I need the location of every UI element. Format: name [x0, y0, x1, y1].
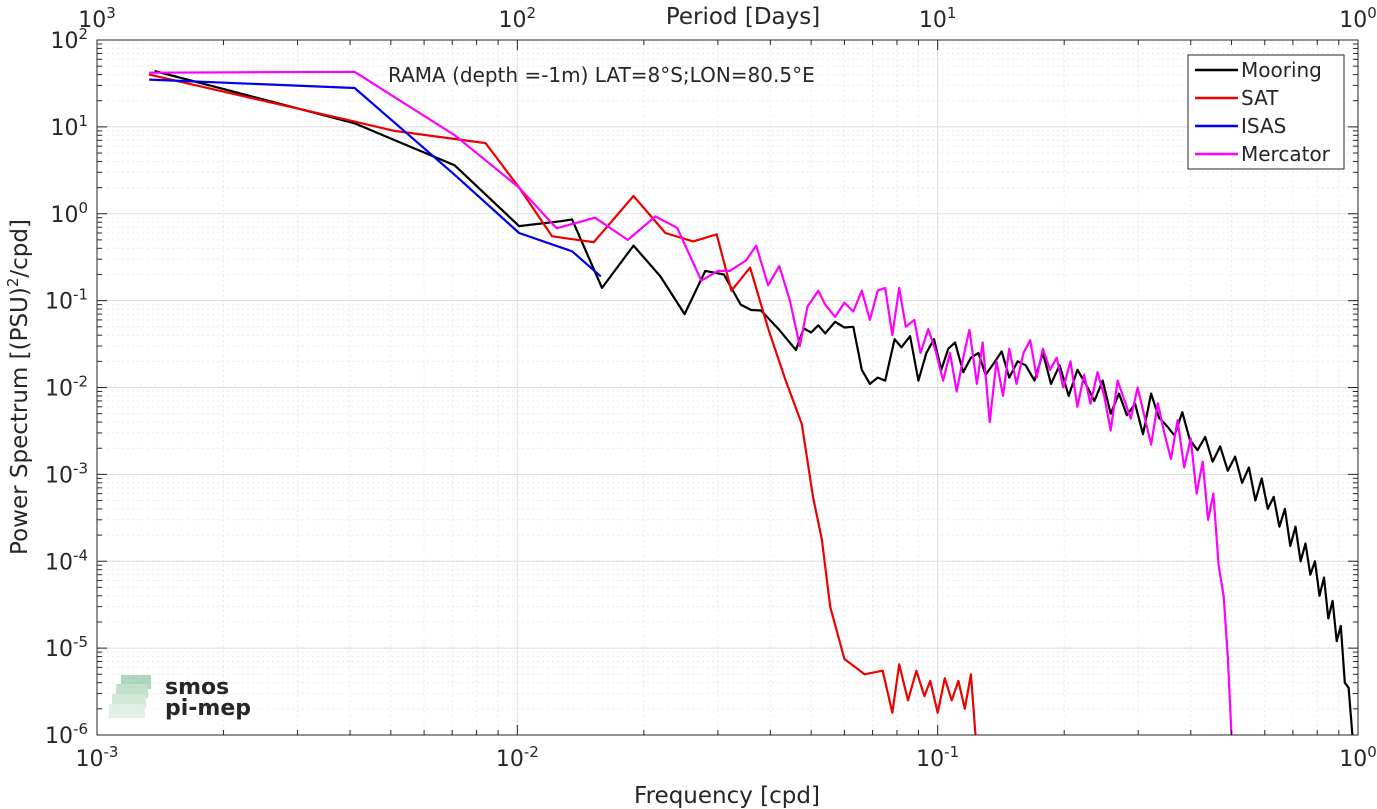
- tick-label-y: 10-3: [45, 459, 88, 488]
- tick-label-x2-exp: 1: [947, 4, 957, 22]
- tick-label-y-base: 10: [50, 116, 78, 141]
- tick-label-x-exp: -3: [104, 743, 119, 761]
- tick-label-x: 100: [1339, 743, 1377, 772]
- tick-label-x-base: 10: [76, 747, 104, 772]
- tick-label-x2-exp: 0: [1367, 4, 1377, 22]
- legend-label-mooring: Mooring: [1241, 58, 1322, 82]
- tick-label-x2: 102: [499, 4, 537, 33]
- tick-label-y-base: 10: [45, 550, 73, 575]
- series-line-sat: [148, 73, 977, 736]
- tick-label-y-base: 10: [45, 377, 73, 402]
- watermark-text-2: pi-mep: [165, 696, 251, 721]
- tick-label-x2: 100: [1339, 4, 1377, 33]
- watermark-icon: [109, 675, 151, 718]
- watermark-logo: smos pi-mep: [109, 675, 251, 721]
- grid: [96, 39, 1359, 736]
- tick-label-y-exp: -1: [73, 286, 88, 304]
- tick-label-y: 10-5: [45, 633, 88, 662]
- tick-label-y: 10-2: [45, 373, 88, 402]
- tick-label-y-exp: 0: [78, 199, 88, 217]
- tick-label-x-base: 10: [496, 747, 524, 772]
- tick-label-y: 100: [50, 199, 88, 228]
- tick-label-x2-base: 10: [499, 8, 527, 33]
- tick-label-x2-base: 10: [1339, 8, 1367, 33]
- tick-label-x2: 103: [78, 4, 116, 33]
- series-lines: [148, 69, 1354, 736]
- tick-label-y-exp: -5: [73, 633, 88, 651]
- tick-label-y: 10-4: [45, 546, 88, 575]
- tick-label-y: 10-1: [45, 286, 88, 315]
- series-line-mercator: [149, 70, 1233, 736]
- tick-label-x2-exp: 2: [527, 4, 537, 22]
- tick-label-x2-base: 10: [919, 8, 947, 33]
- tick-label-x: 10-2: [496, 743, 539, 772]
- tick-label-y-base: 10: [50, 29, 78, 54]
- tick-label-y-base: 10: [45, 637, 73, 662]
- tick-label-y-exp: 2: [78, 25, 88, 43]
- tick-label-y-exp: -6: [73, 720, 88, 738]
- tick-label-y: 10-6: [45, 720, 88, 749]
- legend-label-sat: SAT: [1241, 86, 1279, 110]
- tick-label-y-exp: -4: [73, 546, 88, 564]
- x2-axis-label: Period [Days]: [666, 4, 820, 30]
- y-axis-label-tail: /cpd]: [7, 219, 33, 278]
- tick-label-x: 10-3: [76, 743, 119, 772]
- y-axis-label: Power Spectrum [(PSU)2/cpd]: [4, 219, 33, 555]
- tick-label-x-base: 10: [1339, 747, 1367, 772]
- tick-label-x2-base: 10: [78, 8, 106, 33]
- legend-label-mercator: Mercator: [1241, 142, 1331, 166]
- tick-label-x-exp: -1: [944, 743, 959, 761]
- tick-label-y: 101: [50, 112, 88, 141]
- watermark-text-1: smos: [165, 675, 229, 700]
- legend-label-isas: ISAS: [1241, 114, 1286, 138]
- tick-label-y: 102: [50, 25, 88, 54]
- series-line-isas: [149, 78, 602, 278]
- y-axis-label-sup: 2: [4, 278, 22, 288]
- tick-label-x-base: 10: [916, 747, 944, 772]
- tick-label-x-exp: -2: [524, 743, 539, 761]
- tick-label-x: 10-1: [916, 743, 959, 772]
- x-axis-label: Frequency [cpd]: [634, 783, 820, 809]
- tick-label-x-exp: 0: [1367, 743, 1377, 761]
- tick-label-x2-exp: 3: [106, 4, 116, 22]
- series-line-mooring: [154, 69, 1354, 736]
- legend-box: [1187, 54, 1345, 170]
- tick-label-y-base: 10: [45, 290, 73, 315]
- legend: Mooring SAT ISAS Mercator: [1187, 54, 1345, 170]
- tick-label-y-base: 10: [50, 203, 78, 228]
- annotation-title: RAMA (depth =-1m) LAT=8°S;LON=80.5°E: [388, 63, 815, 87]
- tick-label-y-base: 10: [45, 724, 73, 749]
- y-axis-label-main: Power Spectrum [(PSU): [7, 287, 33, 555]
- tick-label-x2: 101: [919, 4, 957, 33]
- tick-label-y-exp: -2: [73, 373, 88, 391]
- tick-label-y-exp: 1: [78, 112, 88, 130]
- tick-label-y-exp: -3: [73, 459, 88, 477]
- tick-label-y-base: 10: [45, 463, 73, 488]
